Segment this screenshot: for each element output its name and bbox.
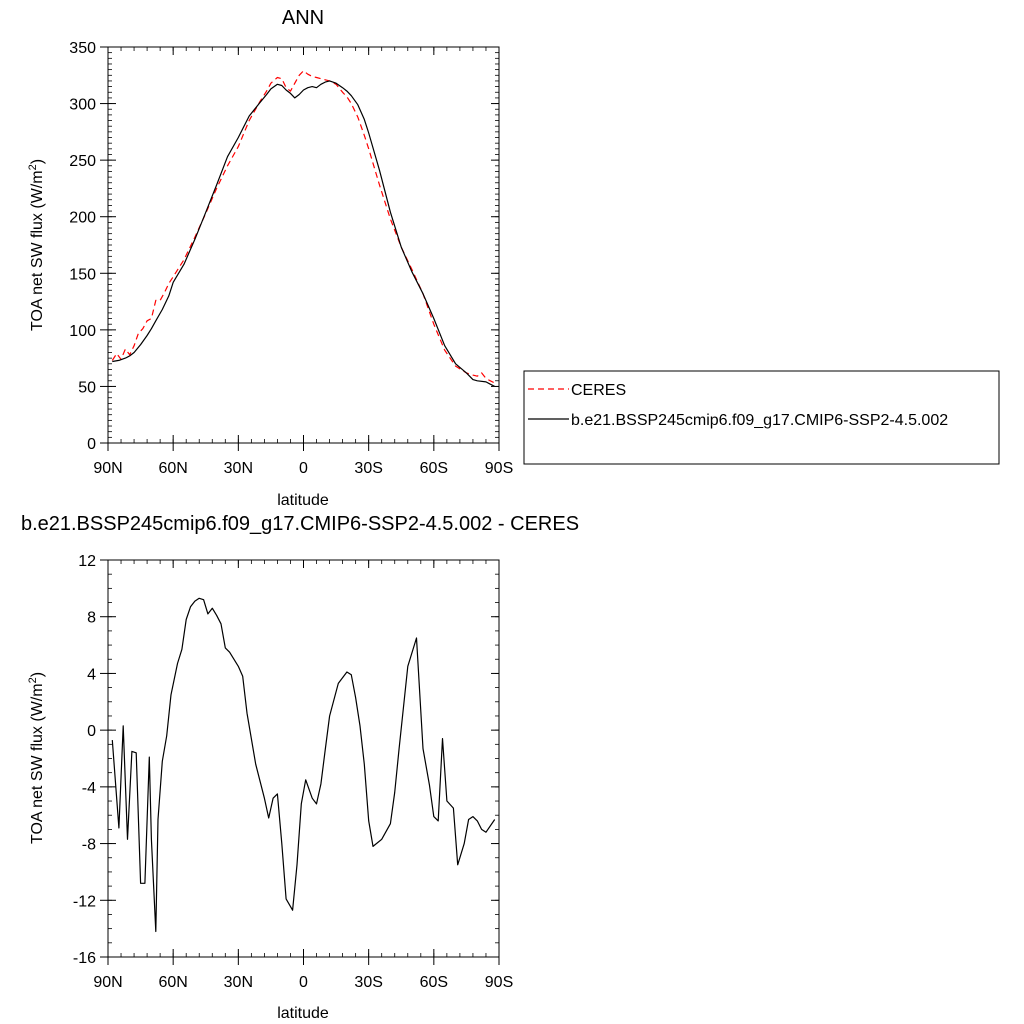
top-series	[111, 70, 495, 387]
top-y-tick-label: 150	[69, 266, 96, 283]
top-y-tick-label: 350	[69, 40, 96, 57]
bottom-plot-frame	[107, 559, 500, 958]
top-x-tick-label: 90N	[93, 460, 122, 477]
top-y-tick-label: 250	[69, 153, 96, 170]
bottom-y-tick-label: -4	[82, 780, 96, 797]
bottom-ylabel: TOA net SW flux (W/m2)	[27, 672, 46, 844]
bottom-y-tick-label: 4	[87, 666, 96, 683]
top-title: ANN	[282, 7, 324, 29]
bottom-x-tick-label: 0	[299, 974, 308, 991]
top-y-tick-label: 0	[87, 436, 96, 453]
top-y-tick-label: 300	[69, 97, 96, 114]
bottom-series	[111, 597, 496, 933]
top-series-line-1	[112, 80, 495, 387]
top-ticks: 0 50 100 150 200 250 300 350 90N 60N 30N 0 30S 60S 90S	[69, 40, 513, 477]
top-x-tick-label: 30N	[224, 460, 253, 477]
bottom-y-tick-label: 0	[87, 723, 96, 740]
bottom-series-line-0	[111, 597, 496, 933]
bottom-y-tick-label: 12	[78, 553, 96, 570]
bottom-x-tick-label: 90N	[93, 974, 122, 991]
bottom-x-tick-label: 60N	[158, 974, 187, 991]
top-panel: ANN 0 50 100 150 200 250 300 350 90N 60N 30N 0 30S 60…	[27, 7, 513, 509]
top-x-tick-label: 0	[299, 460, 308, 477]
bottom-ylabel-sup: 2	[27, 677, 39, 683]
top-plot-frame	[107, 46, 500, 444]
legend-label-ceres: CERES	[571, 382, 626, 399]
bottom-xlabel: latitude	[277, 1005, 329, 1022]
bottom-title: b.e21.BSSP245cmip6.f09_g17.CMIP6-SSP2-4.…	[21, 513, 579, 535]
legend-label-model: b.e21.BSSP245cmip6.f09_g17.CMIP6-SSP2-4.…	[571, 412, 948, 429]
top-series-line-0	[111, 70, 495, 384]
bottom-y-tick-label: 8	[87, 610, 96, 627]
top-xlabel: latitude	[277, 492, 329, 509]
top-x-tick-label: 60S	[420, 460, 448, 477]
top-x-tick-label: 30S	[354, 460, 382, 477]
legend-box	[523, 370, 1000, 465]
bottom-y-tick-label: -8	[82, 837, 96, 854]
bottom-y-tick-label: -16	[73, 950, 96, 967]
legend: CERES b.e21.BSSP245cmip6.f09_g17.CMIP6-S…	[523, 370, 1000, 465]
top-ylabel-main: TOA net SW flux (W/m	[29, 170, 46, 331]
bottom-x-tick-label: 30N	[224, 974, 253, 991]
bottom-ticks: -16 -12 -8 -4 0 4 8 12 90N 60N 30N 0 30S 60S 90S	[73, 553, 513, 991]
top-x-tick-label: 60N	[158, 460, 187, 477]
top-y-tick-label: 200	[69, 210, 96, 227]
bottom-panel: b.e21.BSSP245cmip6.f09_g17.CMIP6-SSP2-4.…	[21, 513, 579, 1022]
bottom-x-tick-label: 60S	[420, 974, 448, 991]
top-y-tick-label: 100	[69, 323, 96, 340]
top-ylabel: TOA net SW flux (W/m2)	[27, 159, 46, 331]
bottom-ylabel-main: TOA net SW flux (W/m	[29, 683, 46, 844]
top-ylabel-end: )	[29, 159, 46, 164]
bottom-ylabel-end: )	[29, 672, 46, 677]
top-y-tick-label: 50	[78, 379, 96, 396]
top-x-tick-label: 90S	[485, 460, 513, 477]
top-ylabel-sup: 2	[27, 164, 39, 170]
bottom-x-tick-label: 30S	[354, 974, 382, 991]
bottom-y-tick-label: -12	[73, 893, 96, 910]
bottom-x-tick-label: 90S	[485, 974, 513, 991]
